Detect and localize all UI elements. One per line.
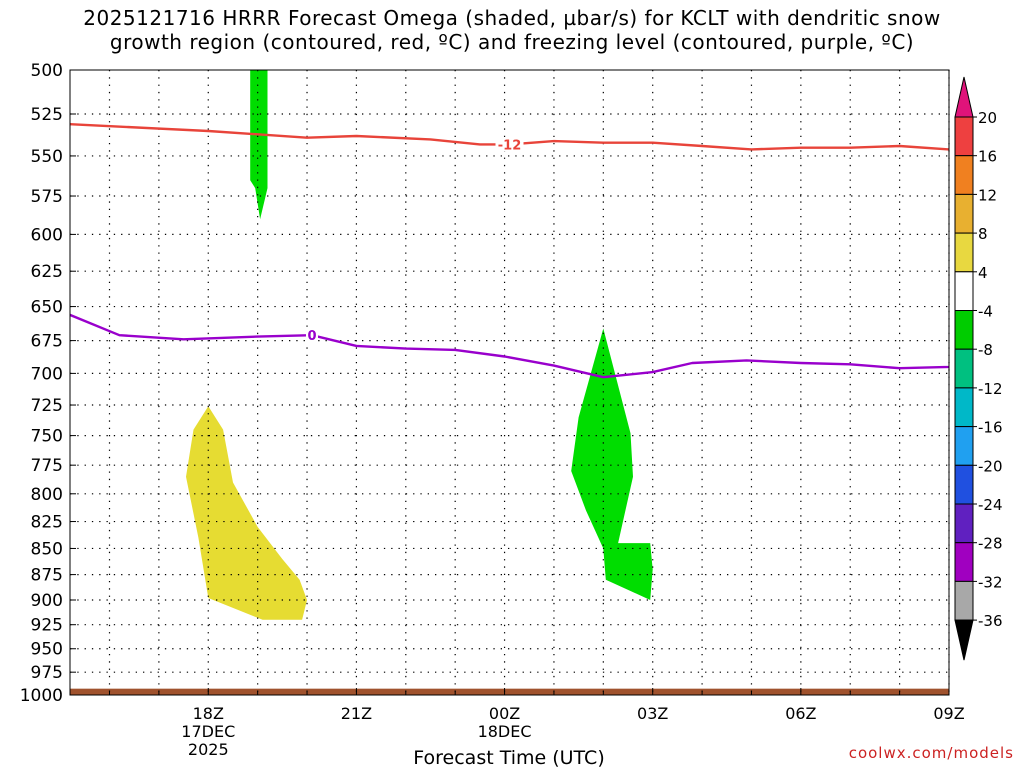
y-tick-label-700: 700	[31, 364, 63, 384]
credit-text: coolwx.com/models	[848, 744, 1014, 762]
x-tick-label-1: 18Z	[193, 704, 224, 723]
y-tick-label-550: 550	[31, 147, 63, 167]
contour-label-bg-2	[305, 328, 318, 343]
contour-line-1	[70, 123, 949, 151]
colorbar-label-8: -12	[978, 380, 1003, 398]
contour-line-2	[70, 313, 949, 379]
y-tick-label-950: 950	[31, 640, 63, 660]
y-tick-label-775: 775	[31, 456, 63, 476]
x-tick-date-1: 17DEC	[181, 722, 235, 741]
y-tick-label-975: 975	[31, 663, 63, 683]
colorbar-box-5	[954, 271, 974, 311]
colorbar-box-8	[954, 387, 974, 428]
colorbar-box-11	[954, 503, 974, 544]
colorbar-box-13	[954, 580, 974, 621]
y-tick-label-750: 750	[31, 427, 63, 447]
colorbar-label-10: -20	[978, 457, 1003, 475]
contour-labels: -12 0	[305, 137, 524, 344]
y-tick-label-1000: 1000	[20, 686, 63, 706]
y-tick-label-825: 825	[31, 513, 63, 533]
omega-region-2	[571, 328, 653, 600]
y-tick-label-650: 650	[31, 298, 63, 318]
colorbar-label-9: -16	[978, 419, 1003, 437]
colorbar-under-triangle	[954, 619, 974, 661]
colorbar-box-6	[954, 310, 974, 350]
x-tick-label-6: 09Z	[933, 704, 964, 723]
y-tick-label-525: 525	[31, 105, 63, 125]
colorbar-box-12	[954, 542, 974, 582]
y-tick-label-575: 575	[31, 187, 63, 207]
omega-region-1	[250, 70, 268, 220]
colorbar-legend: 20 16 12 8 4 -4 -8 -12 -16 -20 -24 -28 -32 -36	[954, 76, 1003, 661]
y-tick-label-900: 900	[31, 591, 63, 611]
title-line-2: growth region (contoured, red, ºC) and f…	[109, 30, 915, 54]
terrain	[70, 688, 949, 695]
y-tick-label-850: 850	[31, 539, 63, 559]
contour-label-bg-1	[495, 137, 524, 152]
omega-region-4	[981, 465, 998, 569]
colorbar-box-2	[954, 155, 974, 195]
x-tick-label-5: 06Z	[785, 704, 816, 723]
colorbar-label-3: 12	[978, 186, 997, 204]
colorbar-box-7	[954, 348, 974, 389]
colorbar-box-10	[954, 464, 974, 505]
colorbar-box-9	[954, 426, 974, 466]
x-tick-label-2: 21Z	[341, 704, 372, 723]
terrain-band	[70, 688, 949, 695]
omega-region-3	[186, 406, 307, 620]
colorbar-label-13: -32	[978, 573, 1003, 591]
y-tick-label-675: 675	[31, 332, 63, 352]
y-tick-label-925: 925	[31, 616, 63, 636]
y-axis: 500 525 550 575 600 625 650 675 700 725 750 775 800 8…	[20, 61, 76, 706]
colorbar-label-12: -28	[978, 535, 1003, 553]
colorbar-box-4	[954, 232, 974, 273]
grid-lines	[70, 70, 950, 695]
y-tick-label-800: 800	[31, 485, 63, 505]
contour-label-2: 0	[307, 329, 316, 344]
colorbar-label-6: -4	[978, 303, 993, 321]
y-tick-label-625: 625	[31, 262, 63, 282]
x-tick-date-3: 18DEC	[478, 722, 532, 741]
x-tick-label-3: 00Z	[489, 704, 520, 723]
colorbar-over-triangle	[954, 76, 974, 118]
temperature-contours	[70, 123, 949, 379]
contour-label-1: -12	[498, 138, 522, 153]
chart-title: 2025121716 HRRR Forecast Omega (shaded, …	[0, 6, 1024, 54]
colorbar-box-1	[954, 116, 974, 157]
colorbar-label-7: -8	[978, 341, 993, 359]
colorbar-label-2: 16	[978, 148, 997, 166]
plot-frame	[69, 69, 950, 696]
colorbar-label-11: -24	[978, 496, 1003, 514]
x-tick-label-4: 03Z	[637, 704, 668, 723]
y-tick-label-500: 500	[31, 61, 63, 81]
x-tick-year-1: 2025	[188, 740, 229, 759]
colorbar-box-3	[954, 193, 974, 234]
colorbar-label-14: -36	[978, 612, 1003, 630]
y-tick-label-725: 725	[31, 396, 63, 416]
title-line-1: 2025121716 HRRR Forecast Omega (shaded, …	[83, 6, 941, 30]
y-tick-label-875: 875	[31, 566, 63, 586]
x-axis-label: Forecast Time (UTC)	[413, 747, 604, 768]
colorbar-label-4: 8	[978, 225, 988, 243]
omega-shaded-regions	[186, 70, 998, 620]
colorbar-label-1: 20	[978, 109, 997, 127]
y-tick-label-600: 600	[31, 225, 63, 245]
colorbar-label-5: 4	[978, 264, 988, 282]
